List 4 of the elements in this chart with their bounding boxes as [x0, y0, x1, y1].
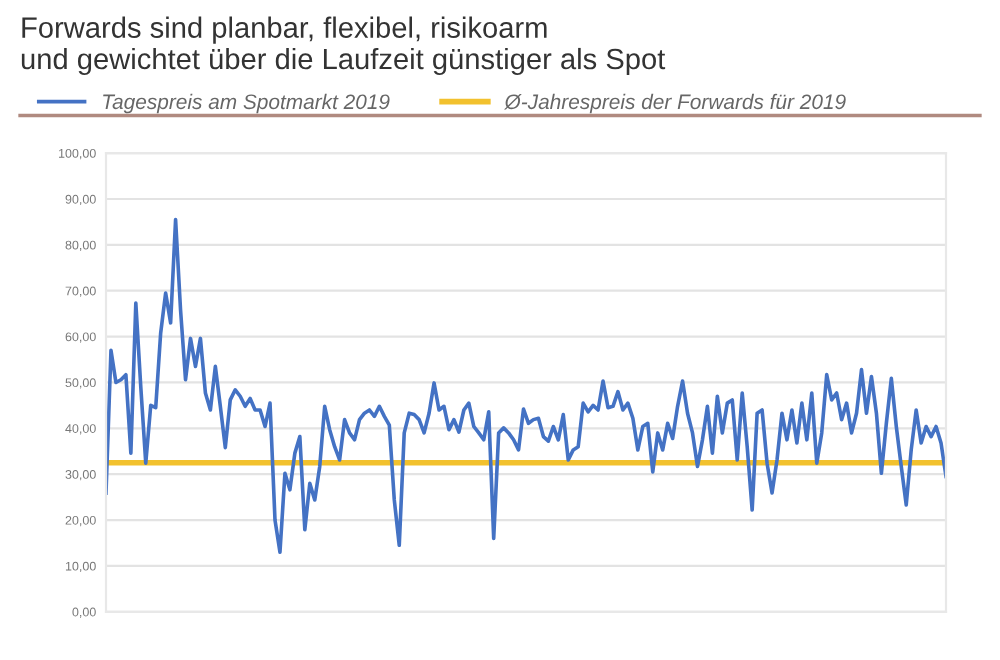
legend-label: Tagespreis am Spotmarkt 2019 [103, 93, 390, 114]
chart-title: Forwards sind planbar, flexibel, risikoarm und gewichtet über die Laufzeit günstiger als Spot [21, 16, 666, 76]
legend-label: Ø-Jahrespreis der Forwards für 2019 [503, 93, 846, 114]
line-series [106, 217, 946, 554]
